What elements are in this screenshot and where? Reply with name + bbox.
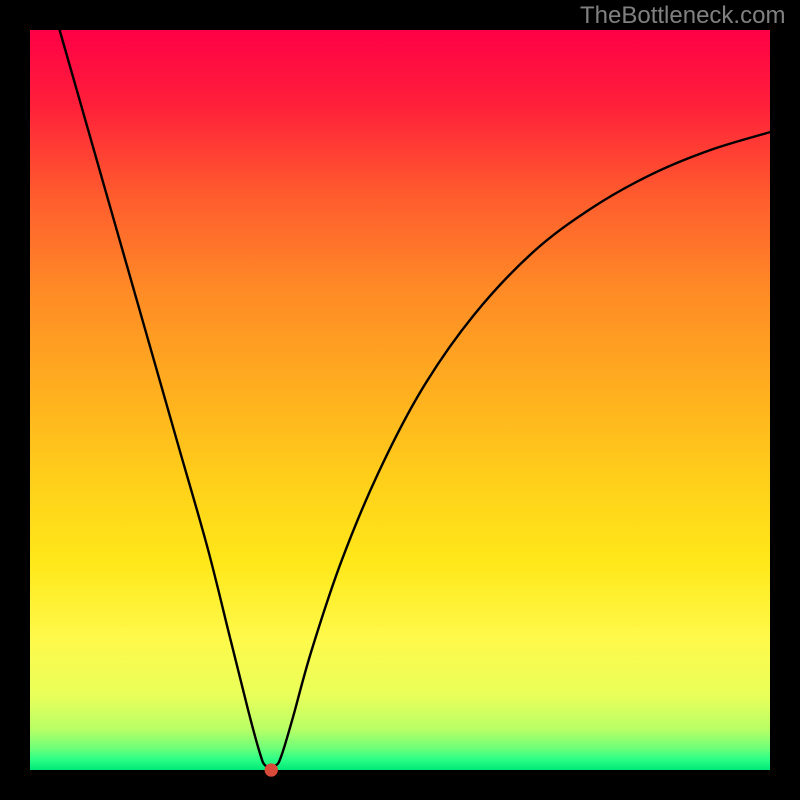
optimal-point-marker [265,763,278,776]
watermark-text: TheBottleneck.com [580,2,785,30]
gradient-background [30,30,770,770]
bottleneck-chart [0,0,800,800]
